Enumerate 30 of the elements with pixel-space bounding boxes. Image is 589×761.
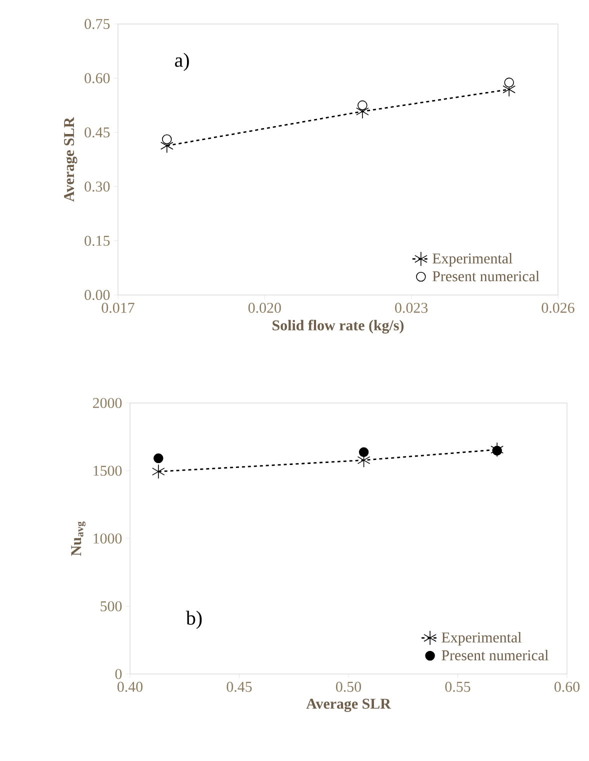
y-tick-label: 0: [115, 668, 122, 680]
x-tick-label: 0.45: [226, 682, 252, 692]
x-tick-label: 0.020: [248, 302, 281, 313]
y-tick-label: 0.60: [84, 73, 110, 84]
y-tick-label: 0.15: [84, 236, 110, 246]
y-tick-label: 1500: [94, 466, 122, 476]
annotation: a): [175, 52, 189, 71]
x-axis-title: Solid flow rate (kg/s): [272, 320, 404, 334]
x-tick-label: 0.023: [395, 302, 428, 313]
legend-label: Present numerical: [442, 650, 548, 660]
legend-label: Experimental: [442, 632, 522, 646]
x-tick-label: 0.55: [445, 682, 470, 692]
x-tick-label: 0.40: [117, 682, 143, 692]
x-tick-label: 0.017: [102, 302, 134, 313]
y-tick-label: 1000: [94, 533, 122, 544]
y-tick-label: 0.30: [84, 182, 110, 192]
y-tick-label: 0.00: [84, 290, 110, 300]
y-tick-label: 500: [100, 601, 122, 612]
y-tick-label: 2000: [92, 398, 122, 408]
y-tick-label: 0.75: [84, 18, 110, 30]
annotation: b): [186, 610, 202, 629]
x-tick-label: 0.50: [336, 682, 362, 692]
x-tick-label: 0.60: [554, 682, 580, 692]
x-tick-label: 0.026: [542, 302, 574, 313]
y-axis-title: Nu$_{avg}$: [71, 521, 86, 556]
legend-label: Experimental: [432, 252, 512, 267]
y-axis-title: Average SLR: [64, 116, 78, 202]
y-tick-label: 0.45: [84, 127, 110, 138]
x-axis-title: Average SLR: [306, 698, 392, 712]
legend-label: Present numerical: [432, 270, 540, 282]
